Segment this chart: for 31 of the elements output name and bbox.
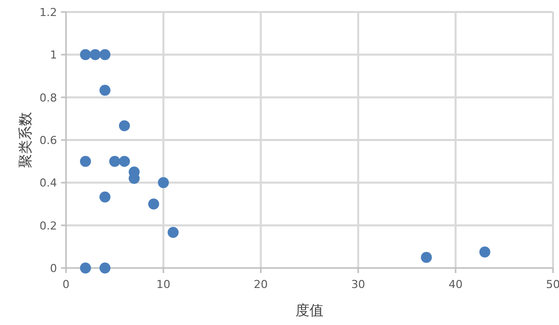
point: [99, 191, 110, 202]
y-tick-label: 1.2: [40, 6, 57, 19]
point: [420, 252, 432, 263]
point: [80, 49, 91, 60]
y-tick-label: 0.4: [40, 176, 57, 190]
point: [99, 262, 110, 274]
y-tick-label: 0.6: [40, 134, 57, 147]
point: [90, 49, 101, 60]
point: [99, 49, 110, 60]
y-tick-label: 0.2: [40, 219, 57, 232]
y-tick-label: 0: [50, 262, 57, 275]
x-tick-label: 0: [62, 278, 70, 291]
point: [479, 246, 490, 258]
x-tick-label: 10: [156, 278, 170, 291]
x-tick-label: 20: [254, 278, 268, 291]
point: [148, 198, 160, 210]
point: [80, 156, 91, 167]
y-tick-label: 0.8: [40, 91, 57, 104]
point: [158, 177, 169, 188]
x-axis-title: 度值: [296, 303, 324, 319]
y-axis-title: 聚类系数: [18, 112, 34, 168]
x-tick-label: 40: [448, 278, 463, 291]
point: [118, 120, 130, 132]
point: [99, 84, 110, 96]
y-tick-label: 1: [50, 48, 57, 62]
point: [80, 262, 91, 274]
x-tick-label: 30: [351, 278, 366, 291]
point: [168, 226, 179, 238]
x-tick-label: 50: [546, 278, 559, 291]
point: [118, 156, 130, 167]
point: [109, 156, 120, 167]
